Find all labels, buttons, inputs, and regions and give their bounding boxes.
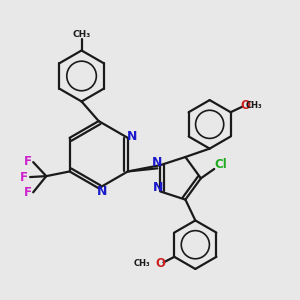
Text: N: N	[97, 185, 108, 199]
Text: Cl: Cl	[214, 158, 227, 171]
Text: O: O	[240, 99, 250, 112]
Text: O: O	[155, 256, 165, 270]
Text: CH₃: CH₃	[245, 101, 262, 110]
Text: F: F	[24, 186, 32, 199]
Text: N: N	[153, 181, 163, 194]
Text: N: N	[127, 130, 137, 142]
Text: F: F	[20, 171, 28, 184]
Text: F: F	[24, 155, 32, 168]
Text: CH₃: CH₃	[134, 259, 150, 268]
Text: CH₃: CH₃	[72, 30, 91, 39]
Text: N: N	[152, 156, 162, 169]
